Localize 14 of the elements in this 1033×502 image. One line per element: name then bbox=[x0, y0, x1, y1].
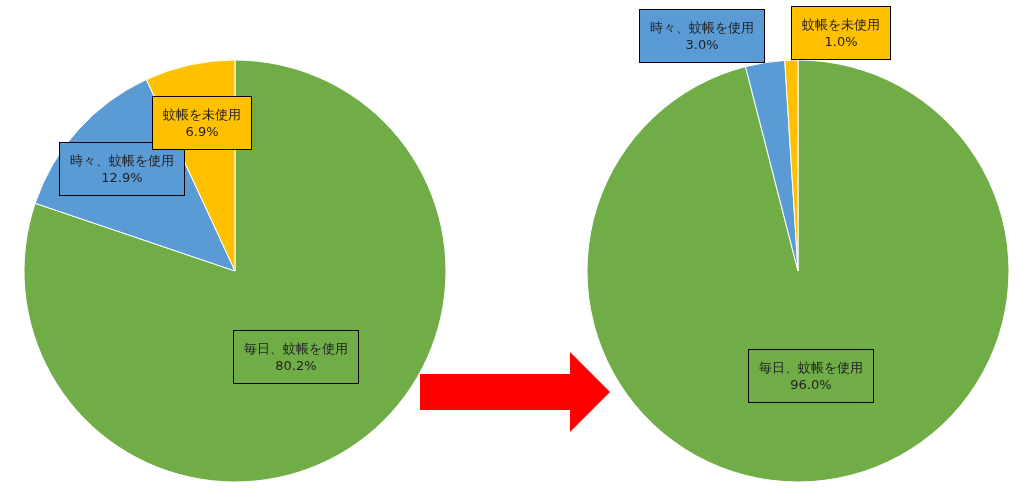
data-label: 80.2% bbox=[275, 357, 317, 373]
data-label: 1.0% bbox=[824, 33, 858, 49]
slice-label: 時々、蚊帳を使用 bbox=[70, 153, 174, 168]
pie-slice bbox=[586, 59, 1010, 483]
data-label: 3.0% bbox=[685, 36, 719, 52]
pie-slice bbox=[23, 59, 447, 483]
slice-label: 蚊帳を未使用 bbox=[163, 107, 241, 122]
slice-label: 蚊帳を未使用 bbox=[802, 17, 880, 32]
data-label: 12.9% bbox=[101, 169, 143, 185]
data-label: 6.9% bbox=[185, 123, 219, 139]
slice-label: 時々、蚊帳を使用 bbox=[650, 20, 754, 35]
data-label: 96.0% bbox=[790, 376, 832, 392]
slice-label: 毎日、蚊帳を使用 bbox=[759, 360, 863, 375]
slice-label: 毎日、蚊帳を使用 bbox=[244, 341, 348, 356]
